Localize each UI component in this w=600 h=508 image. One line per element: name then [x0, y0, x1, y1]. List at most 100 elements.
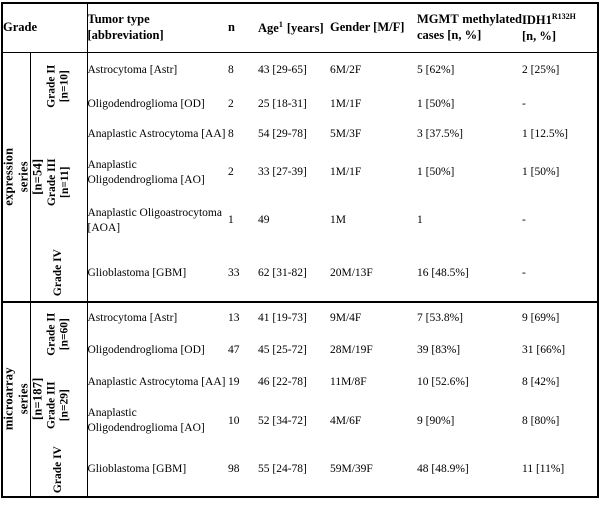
- age-cell: 55 [24-78]: [258, 463, 307, 476]
- table-row: Grade IV Glioblastoma [GBM] 33 62 [31-82…: [2, 245, 598, 302]
- mgmt-cell: 16 [48.5%]: [417, 266, 469, 279]
- mgmt-cell: 9 [90%]: [417, 414, 455, 427]
- header-grade: Grade: [2, 3, 88, 53]
- gender-cell: 4M/6F: [330, 414, 362, 427]
- tumor-type-cell: Oligodendroglioma [OD]: [87, 97, 205, 110]
- table-row: Anaplastic Oligodendroglioma [AO] 2 33 […: [2, 150, 598, 196]
- age-cell: 54 [29-78]: [258, 128, 307, 141]
- header-mgmt-line2: cases [n, %]: [417, 28, 482, 42]
- gender-cell: 6M/2F: [330, 64, 362, 77]
- gender-cell: 5M/3F: [330, 128, 362, 141]
- tumor-type-cell: Glioblastoma [GBM]: [87, 463, 187, 476]
- n-cell: 33: [228, 266, 240, 279]
- n-cell: 19: [228, 376, 240, 389]
- series-label-tissue-microarray: Tissue microarray series [n=187]: [0, 300, 45, 497]
- table-row: Grade III [n=11] Anaplastic Astrocytoma …: [2, 119, 598, 246]
- tumor-type-cell: Anaplastic Oligodendroglioma [AO]: [87, 407, 205, 434]
- header-row: Grade Tumor type [abbreviation] n Age1 [y…: [2, 3, 598, 53]
- header-mgmt-line1: MGMT methylated: [417, 12, 522, 28]
- idh1-mutation-superscript: R132H: [551, 11, 576, 21]
- tumor-type-cell: Anaplastic Astrocytoma [AA]: [87, 128, 226, 141]
- series-label-gene-expression: Gene expression series [n=54]: [0, 52, 45, 302]
- table-row: Oligodendroglioma [OD] 2 25 [18-31] 1M/1…: [2, 89, 598, 120]
- tumor-type-cell: Oligodendroglioma [OD]: [87, 344, 205, 357]
- idh1-cell: -: [522, 97, 526, 110]
- tumor-type-cell: Astrocytoma [Astr]: [87, 64, 178, 77]
- n-cell: 1: [228, 214, 234, 227]
- age-cell: 52 [34-72]: [258, 414, 307, 427]
- header-tumor-type: Tumor type [abbreviation]: [87, 3, 228, 53]
- grade-label: Grade IV: [30, 443, 88, 497]
- table-row: Oligodendroglioma [OD] 47 45 [25-72] 28M…: [2, 335, 598, 367]
- idh1-cell: -: [522, 266, 526, 279]
- age-cell: 45 [25-72]: [258, 344, 307, 357]
- mgmt-cell: 10 [52.6%]: [417, 376, 469, 389]
- age-cell: 62 [31-82]: [258, 266, 307, 279]
- header-n: n: [228, 3, 258, 53]
- header-age-unit: [years]: [286, 20, 324, 35]
- mgmt-cell: 39 [83%]: [417, 344, 461, 357]
- idh1-cell: 11 [11%]: [522, 463, 565, 476]
- gender-cell: 11M/8F: [330, 376, 367, 389]
- n-cell: 2: [228, 166, 234, 179]
- header-idh1: IDH1R132H [n, %]: [522, 3, 598, 53]
- table-row: Gene expression series [n=54] Grade II […: [0, 52, 598, 302]
- mgmt-cell: 5 [62%]: [417, 64, 455, 77]
- age-cell: 49: [258, 214, 270, 227]
- table-row: Grade IV Glioblastoma [GBM] 98 55 [24-78…: [2, 443, 598, 497]
- mgmt-cell: 1: [417, 214, 423, 227]
- grade-label: Grade III [n=29]: [30, 366, 88, 444]
- header-mgmt-word1: MGMT: [417, 12, 459, 27]
- mgmt-cell: 1 [50%]: [417, 166, 455, 179]
- grade-label: Grade II [n=10]: [30, 52, 88, 120]
- n-cell: 98: [228, 463, 240, 476]
- gender-cell: 28M/19F: [330, 344, 373, 357]
- tumor-type-cell: Anaplastic Oligoastrocytoma [AOA]: [87, 206, 222, 234]
- idh1-cell: 1 [50%]: [522, 166, 560, 179]
- grade-label: Grade III [n=11]: [30, 119, 88, 246]
- mgmt-cell: 48 [48.9%]: [417, 463, 469, 476]
- tumor-characteristics-table: Grade Tumor type [abbreviation] n Age1 [y…: [0, 2, 599, 498]
- table-row: Anaplastic Oligodendroglioma [AO] 10 52 …: [2, 399, 598, 444]
- mgmt-cell: 7 [53.8%]: [417, 300, 522, 335]
- idh1-cell: 8 [42%]: [522, 376, 560, 389]
- age-cell: 25 [18-31]: [258, 97, 307, 110]
- age-cell: 43 [29-65]: [258, 64, 307, 77]
- mgmt-cell: 3 [37.5%]: [417, 128, 463, 141]
- idh1-cell: -: [522, 214, 526, 227]
- gender-cell: 1M/1F: [330, 97, 362, 110]
- header-idh1-line1: IDH1R132H: [522, 12, 597, 29]
- idh1-cell: 2 [25%]: [522, 64, 560, 77]
- gender-cell: 20M/13F: [330, 266, 373, 279]
- n-cell: 8: [228, 128, 234, 141]
- header-idh1-line2: [n, %]: [522, 28, 557, 43]
- n-cell: 13: [228, 300, 258, 335]
- age-cell: 41 [19-73]: [258, 300, 330, 335]
- grade-label: Grade II [n=60]: [30, 300, 88, 367]
- age-footnote-superscript: 1: [278, 19, 283, 29]
- idh1-cell: 1 [12.5%]: [522, 128, 568, 141]
- header-mgmt: MGMT methylated cases [n, %]: [417, 3, 522, 53]
- tumor-type-cell: Glioblastoma [GBM]: [87, 266, 187, 279]
- idh1-cell: 9 [69%]: [522, 300, 598, 335]
- mgmt-cell: 1 [50%]: [417, 97, 455, 110]
- tumor-type-cell: Anaplastic Astrocytoma [AA]: [87, 376, 226, 389]
- tumor-type-cell: Astrocytoma [Astr]: [87, 300, 228, 335]
- header-age: Age1 [years]: [258, 3, 330, 53]
- table-row: Tissue microarray series [n=187] Grade I…: [0, 300, 598, 497]
- table-row: Grade III [n=29] Anaplastic Astrocytoma …: [2, 366, 598, 444]
- grade-label: Grade IV: [30, 245, 88, 302]
- age-cell: 46 [22-78]: [258, 376, 307, 389]
- header-age-label: Age: [258, 20, 279, 35]
- age-cell: 33 [27-39]: [258, 166, 307, 179]
- idh1-cell: 31 [66%]: [522, 344, 566, 357]
- tumor-type-cell: Anaplastic Oligodendroglioma [AO]: [87, 158, 205, 186]
- header-gender: Gender [M/F]: [330, 3, 417, 53]
- n-cell: 47: [228, 344, 240, 357]
- idh1-cell: 8 [80%]: [522, 414, 560, 427]
- header-idh1-label: IDH1: [522, 12, 552, 27]
- gender-cell: 59M/39F: [330, 463, 373, 476]
- header-mgmt-word2: methylated: [462, 12, 522, 27]
- n-cell: 10: [228, 414, 240, 427]
